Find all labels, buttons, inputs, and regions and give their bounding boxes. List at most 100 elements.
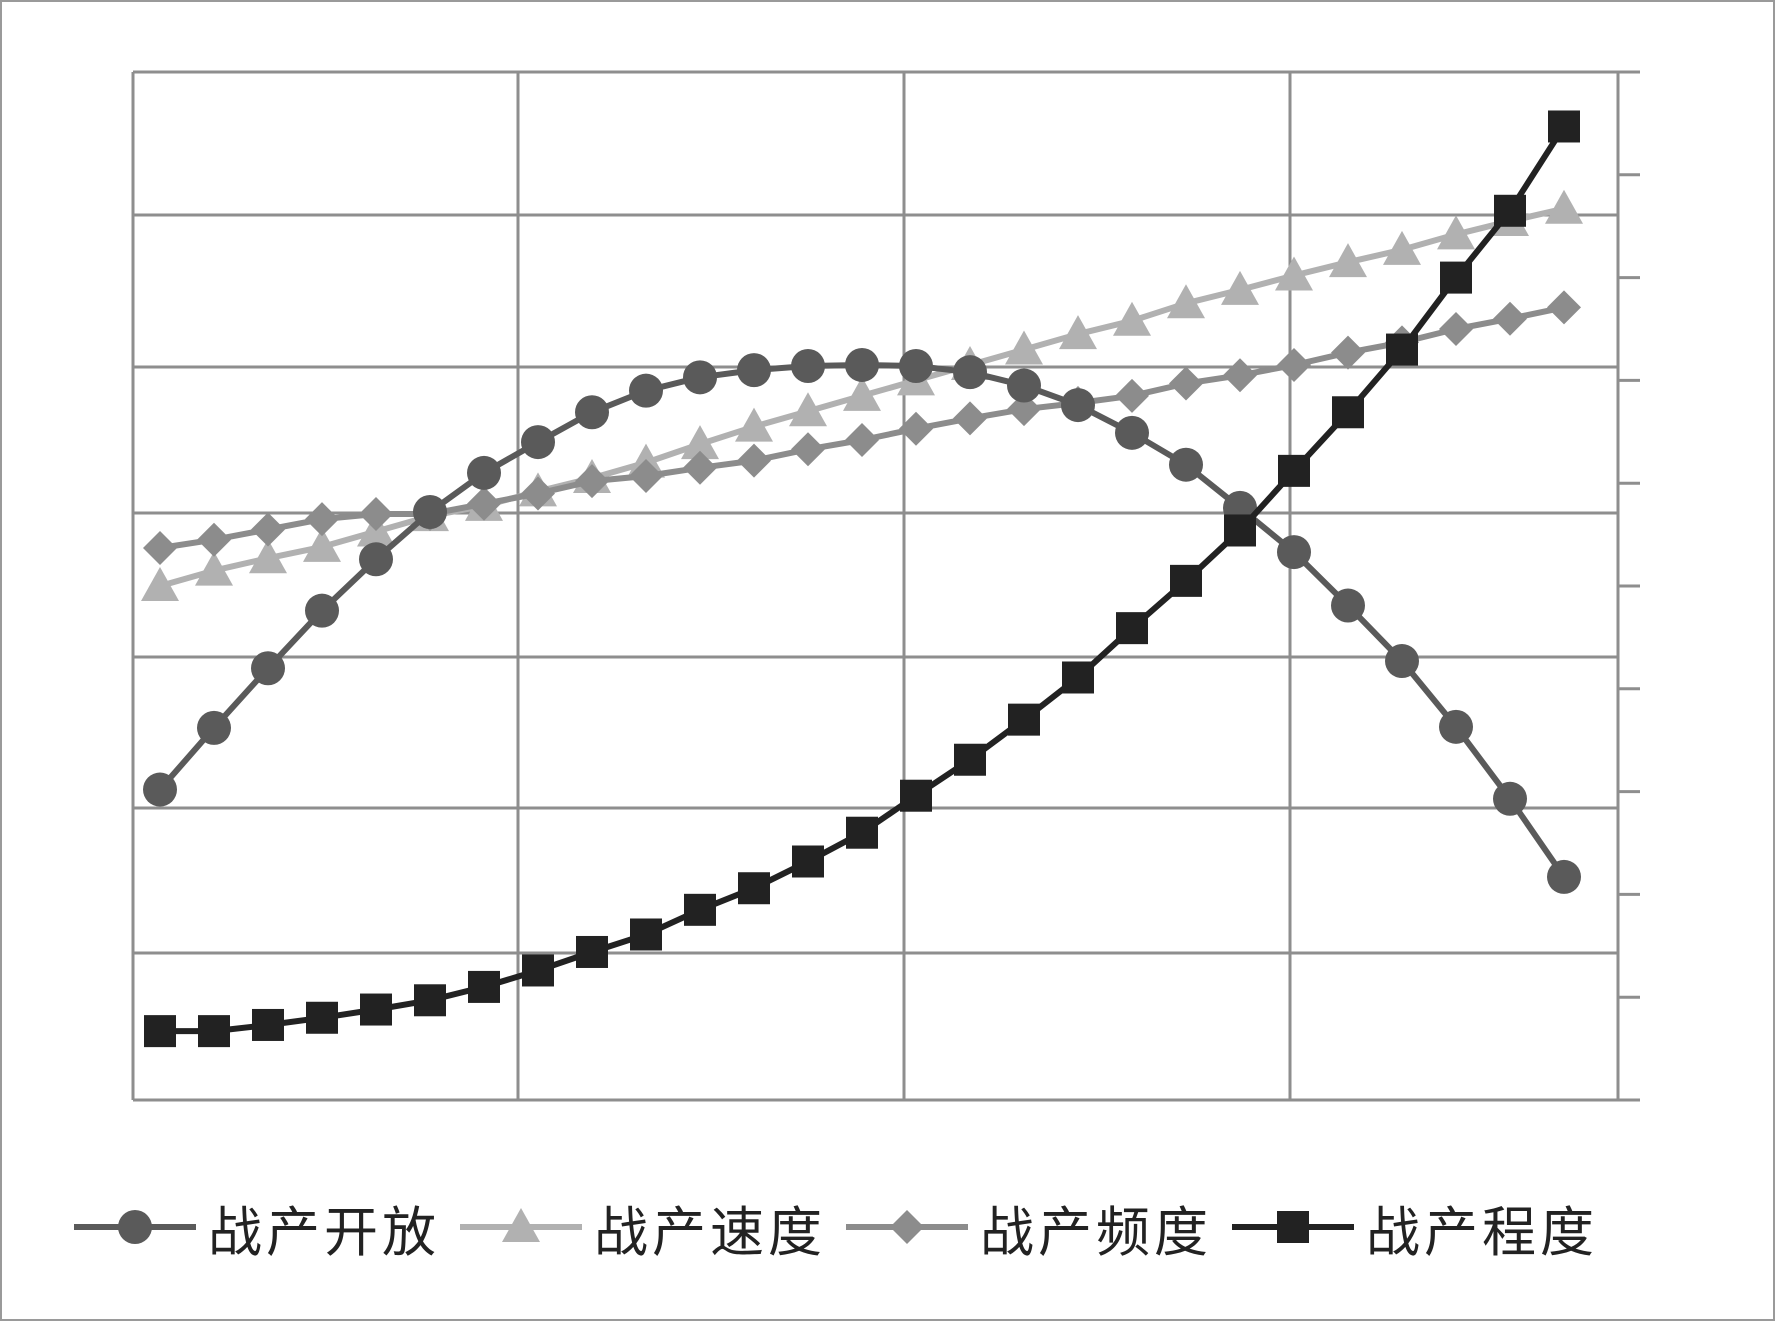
data-point-square bbox=[630, 918, 662, 951]
data-point-circle bbox=[1169, 447, 1203, 482]
data-point-diamond bbox=[467, 486, 501, 521]
legend-label: 战产速度 bbox=[594, 1200, 826, 1264]
data-point-triangle bbox=[195, 551, 233, 586]
data-point-square bbox=[144, 1015, 176, 1048]
data-point-circle bbox=[1385, 644, 1419, 679]
data-point-triangle bbox=[1275, 256, 1313, 291]
data-point-circle bbox=[1547, 859, 1581, 894]
data-point-circle bbox=[521, 425, 555, 460]
data-point-square bbox=[900, 779, 932, 812]
data-point-square bbox=[252, 1008, 284, 1041]
data-point-diamond bbox=[845, 423, 879, 458]
series-square bbox=[144, 110, 1580, 1048]
data-point-circle bbox=[467, 455, 501, 490]
data-point-diamond bbox=[1007, 392, 1041, 427]
data-point-square bbox=[954, 743, 986, 776]
legend-swatch-square-icon bbox=[1232, 1211, 1354, 1243]
data-point-square bbox=[1170, 564, 1202, 597]
data-point-square bbox=[684, 893, 716, 926]
data-point-circle bbox=[251, 651, 285, 686]
data-point-triangle bbox=[141, 567, 179, 601]
data-point-square bbox=[576, 935, 608, 968]
data-point-triangle bbox=[735, 407, 773, 442]
legend-label: 战产频度 bbox=[980, 1200, 1212, 1264]
legend-swatch-triangle-icon bbox=[460, 1208, 582, 1242]
data-point-square bbox=[306, 1001, 338, 1034]
data-point-circle bbox=[575, 395, 609, 430]
data-point-triangle bbox=[1437, 215, 1475, 250]
data-point-diamond bbox=[791, 432, 825, 467]
data-point-diamond bbox=[251, 512, 285, 547]
data-point-triangle bbox=[1383, 230, 1421, 265]
data-point-circle bbox=[197, 710, 231, 745]
data-point-circle bbox=[1439, 709, 1473, 744]
legend-swatch-marker bbox=[1277, 1211, 1309, 1243]
data-point-circle bbox=[737, 353, 771, 388]
legend-item[interactable]: 战产频度 bbox=[844, 1188, 1212, 1267]
data-point-square bbox=[360, 993, 392, 1026]
data-point-circle bbox=[413, 494, 447, 529]
data-point-square bbox=[1548, 110, 1580, 143]
data-point-diamond bbox=[359, 497, 393, 532]
data-point-diamond bbox=[1115, 378, 1149, 413]
data-point-square bbox=[1494, 194, 1526, 227]
data-point-diamond bbox=[1331, 335, 1365, 370]
data-point-circle bbox=[899, 349, 933, 384]
legend-item[interactable]: 战产速度 bbox=[458, 1188, 826, 1267]
data-point-diamond bbox=[143, 530, 177, 565]
data-point-circle bbox=[953, 355, 987, 390]
data-point-triangle bbox=[1113, 301, 1151, 336]
legend-swatch-circle-icon bbox=[74, 1210, 196, 1244]
legend-item[interactable]: 战产程度 bbox=[1230, 1188, 1598, 1267]
data-point-diamond bbox=[1223, 358, 1257, 393]
data-point-circle bbox=[683, 360, 717, 395]
data-point-triangle bbox=[1329, 243, 1367, 278]
data-point-diamond bbox=[683, 450, 717, 485]
data-point-square bbox=[792, 845, 824, 878]
data-point-triangle bbox=[843, 376, 881, 411]
data-point-triangle bbox=[1059, 315, 1097, 350]
data-point-triangle bbox=[1005, 330, 1043, 365]
data-point-diamond bbox=[1547, 290, 1581, 325]
data-point-diamond bbox=[737, 443, 771, 478]
data-point-square bbox=[1224, 514, 1256, 547]
data-point-triangle bbox=[1167, 284, 1205, 319]
data-point-circle bbox=[143, 772, 177, 807]
data-point-circle bbox=[1277, 535, 1311, 570]
data-point-diamond bbox=[305, 502, 339, 537]
data-point-diamond bbox=[629, 459, 663, 494]
data-point-circle bbox=[1007, 368, 1041, 403]
legend-swatch-diamond-icon bbox=[846, 1210, 968, 1244]
data-point-triangle bbox=[1221, 270, 1259, 305]
data-point-square bbox=[1116, 612, 1148, 645]
data-point-square bbox=[414, 984, 446, 1017]
data-point-circle bbox=[359, 542, 393, 577]
data-point-triangle bbox=[303, 527, 341, 562]
data-point-diamond bbox=[1277, 347, 1311, 382]
data-point-square bbox=[1008, 703, 1040, 736]
series-triangle bbox=[141, 189, 1583, 601]
legend-item[interactable]: 战产开放 bbox=[72, 1188, 440, 1267]
legend-swatch-marker bbox=[118, 1210, 152, 1244]
data-point-triangle bbox=[789, 392, 827, 427]
legend-label: 战产程度 bbox=[1366, 1200, 1598, 1264]
legend-label: 战产开放 bbox=[208, 1200, 440, 1264]
legend-swatch-marker bbox=[502, 1208, 540, 1242]
data-point-circle bbox=[1061, 388, 1095, 423]
data-point-square bbox=[1440, 261, 1472, 294]
data-point-diamond bbox=[521, 476, 555, 511]
data-point-diamond bbox=[1439, 312, 1473, 346]
data-point-diamond bbox=[1493, 301, 1527, 336]
grid bbox=[131, 70, 1640, 1102]
data-point-square bbox=[1278, 454, 1310, 487]
data-point-diamond bbox=[899, 411, 933, 446]
data-point-square bbox=[1386, 333, 1418, 366]
data-point-circle bbox=[1115, 415, 1149, 450]
series-circle bbox=[143, 347, 1581, 894]
legend-swatch-marker bbox=[890, 1210, 924, 1244]
data-point-square bbox=[846, 816, 878, 849]
data-point-diamond bbox=[197, 522, 231, 557]
legend: 战产开放 战产速度 战产频度 战产程度 bbox=[72, 1182, 1712, 1272]
data-point-square bbox=[738, 872, 770, 905]
